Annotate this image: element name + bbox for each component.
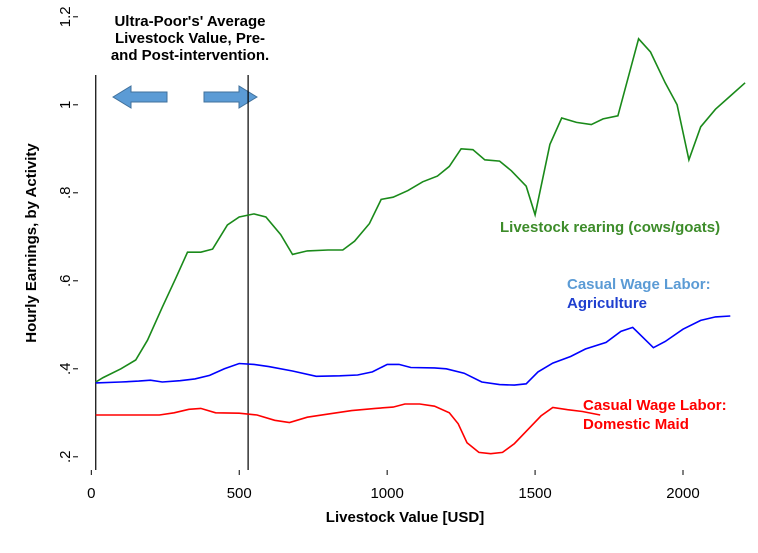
- series-line: [95, 403, 601, 455]
- y-tick-label: .4: [57, 363, 74, 376]
- series-label: Domestic Maid: [583, 416, 689, 433]
- y-tick-label: .8: [57, 187, 74, 200]
- arrow-right: [203, 85, 258, 109]
- x-tick-label: 500: [227, 485, 252, 502]
- x-tick-label: 2000: [666, 485, 699, 502]
- annotation: and Post-intervention.: [111, 47, 269, 64]
- annotation: Ultra-Poor's' Average: [114, 13, 265, 30]
- x-tick-label: 1000: [370, 485, 403, 502]
- series-label: Agriculture: [567, 295, 647, 312]
- series-label: Casual Wage Labor:: [583, 397, 727, 414]
- y-tick-label: .6: [57, 275, 74, 288]
- x-tick-label: 1500: [518, 485, 551, 502]
- annotation: Livestock Value, Pre-: [115, 30, 265, 47]
- y-tick-label: 1.2: [57, 6, 74, 27]
- series-line: [95, 37, 746, 383]
- y-tick-label: .2: [57, 451, 74, 464]
- series-label: Casual Wage Labor:: [567, 276, 711, 293]
- x-tick-label: 0: [87, 485, 95, 502]
- arrow-left: [112, 85, 168, 109]
- x-axis-title: Livestock Value [USD]: [326, 509, 484, 526]
- y-tick-label: 1: [57, 101, 74, 109]
- series-label: Livestock rearing (cows/goats): [500, 219, 720, 236]
- series-line: [95, 315, 731, 386]
- y-axis-title: Hourly Earnings, by Activity: [23, 143, 40, 343]
